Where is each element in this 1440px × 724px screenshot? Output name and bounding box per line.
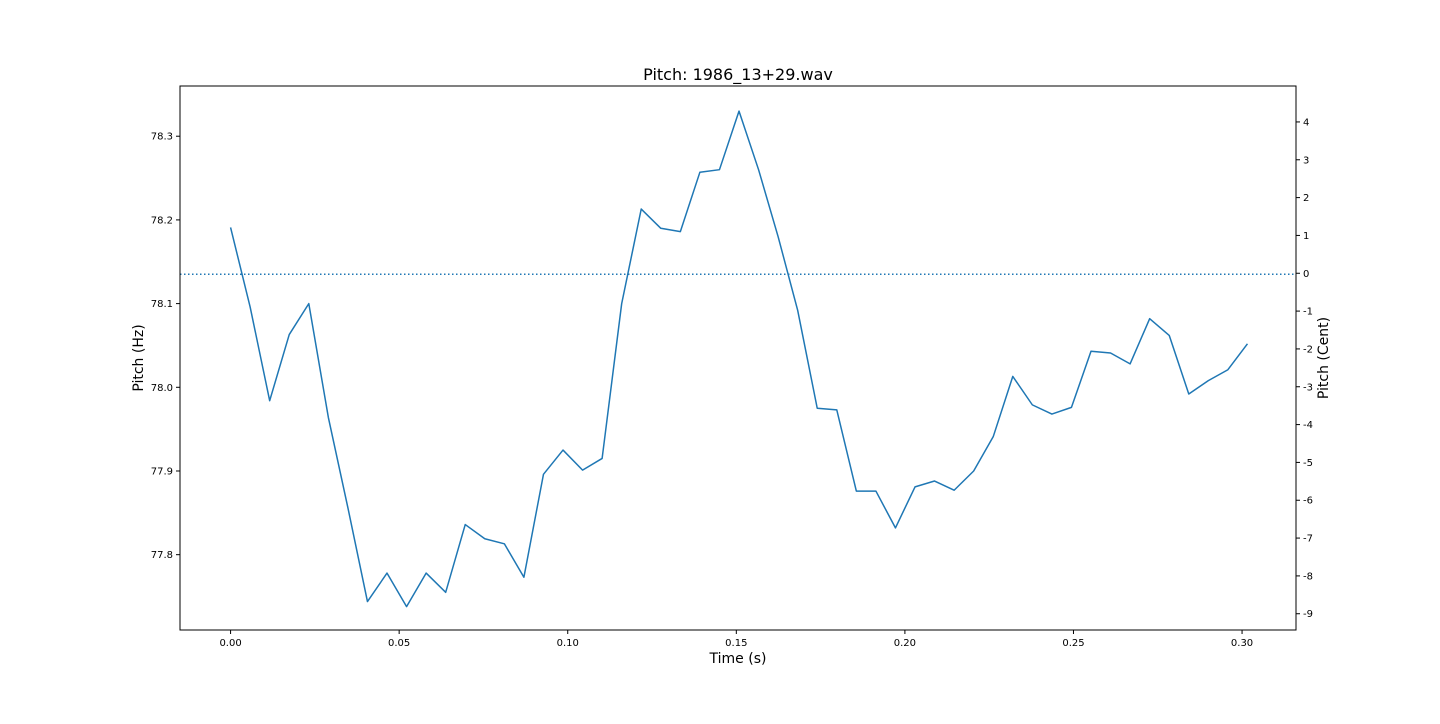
y-left-tick-label: 78.0 (151, 383, 173, 394)
x-tick-label: 0.30 (1231, 638, 1253, 649)
x-tick-label: 0.10 (557, 638, 579, 649)
y-right-tick-label: -8 (1303, 571, 1313, 582)
y-right-tick-label: -6 (1303, 496, 1313, 507)
x-tick-label: 0.15 (725, 638, 747, 649)
y-axis-left-label: Pitch (Hz) (131, 324, 147, 391)
x-axis-label: Time (s) (709, 651, 767, 667)
y-left-tick-label: 77.9 (151, 466, 173, 477)
y-right-tick-label: -1 (1303, 307, 1313, 318)
y-left-tick-label: 78.1 (151, 299, 173, 310)
y-left-tick-label: 78.3 (151, 132, 173, 143)
x-tick-label: 0.05 (388, 638, 410, 649)
y-right-tick-label: -7 (1303, 534, 1313, 545)
pitch-series-line (229, 110, 1249, 608)
y-right-tick-label: 3 (1303, 155, 1309, 166)
y-right-tick-label: -5 (1303, 458, 1313, 469)
y-left-tick-label: 78.2 (151, 215, 173, 226)
y-right-tick-label: 2 (1303, 193, 1309, 204)
y-right-tick-label: 4 (1303, 117, 1309, 128)
y-right-tick-label: -3 (1303, 382, 1313, 393)
y-axis-right-label: Pitch (Cent) (1316, 317, 1332, 399)
y-right-tick-label: -9 (1303, 609, 1313, 620)
x-tick-label: 0.00 (219, 638, 241, 649)
y-right-tick-label: 1 (1303, 231, 1309, 242)
y-axis-right-ticks: -9 -8 -7 -6 -5 -4 -3 -2 -1 0 1 2 3 4 (1296, 117, 1313, 620)
plot-frame (179, 85, 1297, 631)
y-axis-left-ticks: 77.8 77.9 78.0 78.1 78.2 78.3 (151, 132, 180, 561)
y-left-tick-label: 77.8 (151, 550, 173, 561)
y-right-tick-label: 0 (1303, 269, 1309, 280)
plot-area (180, 110, 1296, 608)
chart-title: Pitch: 1986_13+29.wav (643, 65, 833, 85)
x-tick-label: 0.20 (894, 638, 916, 649)
x-axis-ticks: 0.00 0.05 0.10 0.15 0.20 0.25 0.30 (219, 630, 1253, 649)
y-right-tick-label: -2 (1303, 344, 1313, 355)
x-tick-label: 0.25 (1062, 638, 1084, 649)
y-right-tick-label: -4 (1303, 420, 1313, 431)
